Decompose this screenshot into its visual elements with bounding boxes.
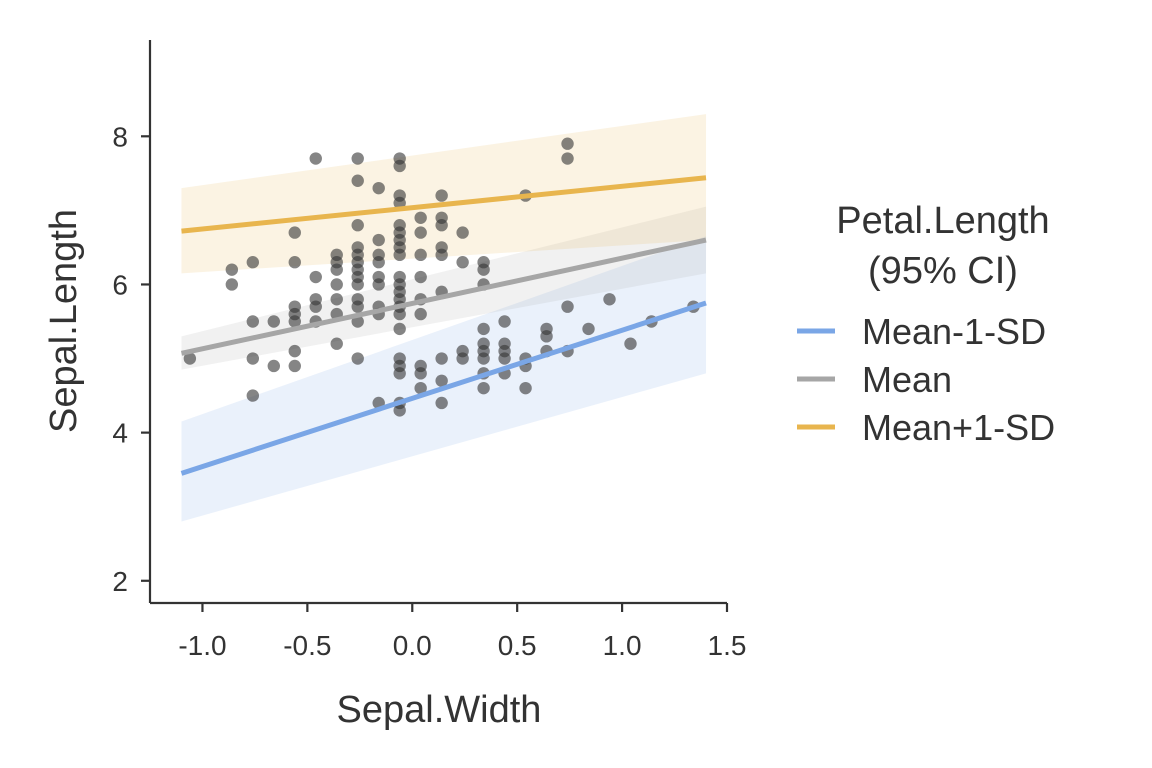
x-tick-label: 0.0: [393, 630, 432, 661]
data-point: [456, 352, 469, 365]
data-point: [540, 330, 553, 343]
data-point: [435, 218, 448, 232]
data-point: [183, 352, 197, 365]
data-point: [435, 189, 448, 202]
data-point: [351, 152, 364, 165]
data-point: [393, 196, 406, 210]
data-point: [498, 315, 511, 328]
legend-label: Mean-1-SD: [862, 311, 1046, 352]
legend-item-mean-plus1-sd: Mean+1-SD: [797, 407, 1055, 448]
legend-item-mean: Mean: [797, 359, 952, 400]
data-point: [435, 352, 448, 365]
y-tick-label: 8: [112, 121, 128, 152]
data-point: [561, 300, 574, 313]
data-point: [393, 404, 406, 417]
data-point: [393, 159, 406, 173]
x-tick-label: 0.5: [498, 630, 537, 661]
legend-items: Mean-1-SD Mean Mean+1-SD: [797, 311, 1055, 448]
data-point: [393, 322, 406, 336]
data-point: [477, 263, 490, 276]
data-point: [414, 367, 427, 380]
data-point: [477, 352, 490, 365]
data-point: [309, 270, 322, 284]
data-point: [288, 256, 301, 269]
y-axis-title: Sepal.Length: [43, 209, 85, 433]
data-point: [372, 233, 385, 247]
data-point: [519, 381, 532, 395]
data-point: [477, 322, 490, 336]
line-mean: [180, 237, 707, 356]
data-point: [351, 300, 364, 313]
data-point: [603, 293, 616, 306]
data-point: [351, 218, 364, 232]
data-point: [372, 256, 385, 269]
x-axis-title: Sepal.Width: [337, 689, 542, 731]
x-tick-label: -0.5: [283, 630, 331, 661]
data-point: [309, 152, 322, 165]
data-point: [435, 396, 448, 410]
data-point: [330, 278, 343, 291]
data-point: [582, 322, 595, 336]
data-point: [498, 352, 511, 365]
data-point: [393, 248, 406, 262]
data-point: [456, 256, 469, 269]
data-point: [372, 278, 385, 291]
data-point: [351, 352, 364, 365]
confidence-bands: [181, 114, 707, 522]
data-point: [246, 352, 260, 365]
x-tick-label: 1.0: [603, 630, 642, 661]
data-point: [309, 300, 322, 313]
data-point: [414, 307, 427, 321]
data-point: [225, 263, 239, 276]
axes: [148, 40, 727, 605]
data-point: [414, 270, 427, 284]
data-point: [624, 337, 637, 350]
regression-lines: [180, 175, 707, 476]
data-point: [288, 344, 301, 358]
data-point: [330, 337, 343, 350]
data-point: [372, 181, 385, 195]
y-axis-ticks: 2 4 6 8: [112, 121, 150, 597]
y-tick-label: 2: [112, 566, 128, 597]
line-mean-1-sd: [180, 300, 707, 476]
data-point: [456, 226, 469, 239]
data-point: [267, 359, 280, 373]
legend-title-line-1: Petal.Length: [836, 200, 1049, 242]
x-tick-label: -1.0: [178, 630, 226, 661]
legend: Petal.Length (95% CI) Mean-1-SD Mean Mean+…: [797, 200, 1055, 448]
data-point: [225, 278, 239, 291]
legend-label: Mean+1-SD: [862, 407, 1055, 448]
data-point: [561, 152, 574, 165]
data-point: [477, 381, 490, 395]
data-point: [414, 226, 427, 239]
data-point: [414, 381, 427, 395]
data-point: [393, 307, 406, 321]
data-point: [330, 263, 343, 276]
x-axis-ticks: -1.0 -0.5 0.0 0.5 1.0 1.5: [178, 603, 746, 661]
data-point: [246, 389, 260, 402]
data-point: [351, 174, 364, 187]
data-point: [393, 367, 406, 380]
data-point: [288, 315, 301, 328]
data-point: [414, 248, 427, 262]
legend-title-line-2: (95% CI): [868, 250, 1018, 292]
data-point: [414, 211, 427, 224]
data-point: [351, 278, 364, 291]
data-point: [330, 293, 343, 306]
data-point: [246, 256, 260, 269]
data-point: [435, 374, 448, 387]
x-tick-label: 1.5: [708, 630, 747, 661]
legend-label: Mean: [862, 359, 952, 400]
y-tick-label: 6: [112, 269, 128, 300]
data-point: [561, 137, 574, 150]
data-point: [288, 359, 301, 373]
y-tick-label: 4: [112, 418, 128, 449]
data-point: [435, 248, 448, 262]
data-point: [267, 315, 280, 328]
line-mean-plus1-sd: [181, 175, 707, 234]
data-point: [246, 315, 260, 328]
legend-item-mean-1-sd: Mean-1-SD: [797, 311, 1046, 352]
data-point: [288, 226, 301, 239]
